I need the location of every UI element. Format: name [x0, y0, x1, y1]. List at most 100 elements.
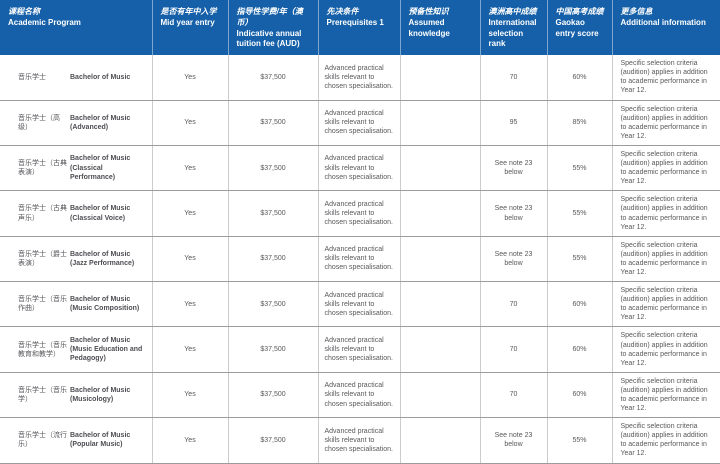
program-name-en: Bachelor of Music	[70, 73, 131, 81]
additional-info-cell: Specific selection criteria (audition) a…	[611, 281, 720, 328]
program-cell: 音乐学士（音乐教育和教学） Bachelor of Music (Music E…	[0, 326, 152, 373]
tuition-fee-cell: $37,500	[227, 372, 318, 419]
assumed-knowledge-cell	[399, 145, 480, 192]
program-name-zh: 音乐学士（古典声乐）	[18, 205, 67, 222]
tuition-fee-cell: $37,500	[227, 145, 318, 192]
tuition-fee-cell: $37,500	[227, 417, 318, 464]
table-row: 音乐学士（音乐学） Bachelor of Music (Musicology)…	[0, 372, 720, 419]
assumed-knowledge-cell	[399, 55, 480, 101]
program-cell: 音乐学士（高级） Bachelor of Music (Advanced)	[0, 100, 152, 146]
col-header-zh: 澳洲高中成绩	[488, 7, 537, 16]
gaokao-score-cell: 60%	[546, 281, 612, 328]
mid-year-entry-cell: Yes	[151, 372, 228, 419]
prerequisites-cell: Advanced practical skills relevant to ch…	[317, 281, 400, 328]
program-cell: 音乐学士（古典声乐） Bachelor of Music (Classical …	[0, 190, 152, 237]
prerequisites-cell: Advanced practical skills relevant to ch…	[317, 417, 400, 464]
selection-rank-cell: See note 23 below	[479, 190, 547, 237]
program-name-zh: 音乐学士（古典表演）	[18, 160, 67, 177]
col-header-zh: 先决条件	[326, 7, 359, 16]
assumed-knowledge-cell	[399, 326, 480, 373]
additional-info-cell: Specific selection criteria (audition) a…	[611, 55, 720, 101]
selection-rank-cell: 95	[479, 100, 547, 146]
program-name-en: Bachelor of Music (Music Education and P…	[70, 336, 143, 363]
table-row: 音乐学士（古典表演） Bachelor of Music (Classical …	[0, 145, 720, 192]
col-header-zh: 课程名称	[8, 7, 40, 16]
tuition-fee-cell: $37,500	[227, 326, 318, 373]
additional-info-cell: Specific selection criteria (audition) a…	[611, 190, 720, 237]
col-header-international-selection-rank: 澳洲高中成绩 International selection rank	[479, 0, 547, 56]
prerequisites-cell: Advanced practical skills relevant to ch…	[317, 236, 400, 283]
mid-year-entry-cell: Yes	[151, 417, 228, 464]
col-header-en: Mid year entry	[160, 17, 215, 27]
program-cell: 音乐学士（音乐学） Bachelor of Music (Musicology)	[0, 372, 152, 419]
program-name-en: Bachelor of Music (Classical Voice)	[70, 205, 131, 222]
table-row: 音乐学士（流行乐） Bachelor of Music (Popular Mus…	[0, 417, 720, 464]
selection-rank-cell: See note 23 below	[479, 145, 547, 192]
tuition-fee-cell: $37,500	[227, 236, 318, 283]
mid-year-entry-cell: Yes	[151, 326, 228, 373]
assumed-knowledge-cell	[399, 100, 480, 146]
assumed-knowledge-cell	[399, 190, 480, 237]
program-name-en: Bachelor of Music (Classical Performance…	[70, 155, 131, 181]
assumed-knowledge-cell	[399, 281, 480, 328]
col-header-en: Gaokao entry score	[555, 17, 599, 38]
table-body: 音乐学士 Bachelor of Music Yes $37,500 Advan…	[0, 55, 720, 464]
additional-info-cell: Specific selection criteria (audition) a…	[611, 417, 720, 464]
program-name-en: Bachelor of Music (Music Composition)	[70, 296, 140, 313]
program-name-zh: 音乐学士（高级）	[18, 114, 60, 131]
mid-year-entry-cell: Yes	[151, 236, 228, 283]
program-name-zh: 音乐学士	[18, 73, 46, 81]
col-header-en: Indicative annual tuition fee (AUD)	[236, 28, 302, 49]
additional-info-cell: Specific selection criteria (audition) a…	[611, 326, 720, 373]
program-name-zh: 音乐学士（音乐作曲）	[18, 296, 67, 313]
gaokao-score-cell: 55%	[546, 236, 612, 283]
selection-rank-cell: 70	[479, 326, 547, 373]
program-name-zh: 音乐学士（音乐学）	[18, 386, 67, 403]
prerequisites-cell: Advanced practical skills relevant to ch…	[317, 190, 400, 237]
col-header-assumed-knowledge: 预备性知识 Assumed knowledge	[399, 0, 480, 56]
assumed-knowledge-cell	[399, 372, 480, 419]
gaokao-score-cell: 55%	[546, 417, 612, 464]
table-row: 音乐学士（音乐作曲） Bachelor of Music (Music Comp…	[0, 281, 720, 328]
table-row: 音乐学士（音乐教育和教学） Bachelor of Music (Music E…	[0, 326, 720, 373]
program-name-zh: 音乐学士（流行乐）	[18, 432, 67, 449]
program-name-en: Bachelor of Music (Jazz Performance)	[70, 250, 135, 267]
prerequisites-cell: Advanced practical skills relevant to ch…	[317, 326, 400, 373]
col-header-mid-year-entry: 是否有年中入学 Mid year entry	[151, 0, 228, 56]
col-header-en: International selection rank	[488, 17, 537, 49]
additional-info-cell: Specific selection criteria (audition) a…	[611, 100, 720, 146]
selection-rank-cell: See note 23 below	[479, 417, 547, 464]
col-header-prerequisites: 先决条件 Prerequisites 1	[317, 0, 400, 56]
program-cell: 音乐学士（爵士表演） Bachelor of Music (Jazz Perfo…	[0, 236, 152, 283]
program-name-zh: 音乐学士（音乐教育和教学）	[18, 341, 67, 358]
prerequisites-cell: Advanced practical skills relevant to ch…	[317, 100, 400, 146]
program-cell: 音乐学士 Bachelor of Music	[0, 55, 152, 101]
selection-rank-cell: 70	[479, 372, 547, 419]
tuition-fee-cell: $37,500	[227, 55, 318, 101]
gaokao-score-cell: 85%	[546, 100, 612, 146]
selection-rank-cell: See note 23 below	[479, 236, 547, 283]
selection-rank-cell: 70	[479, 55, 547, 101]
gaokao-score-cell: 60%	[546, 55, 612, 101]
col-header-en: Prerequisites 1	[326, 17, 384, 27]
gaokao-score-cell: 60%	[546, 372, 612, 419]
tuition-fee-cell: $37,500	[227, 100, 318, 146]
mid-year-entry-cell: Yes	[151, 190, 228, 237]
col-header-tuition-fee: 指导性学费/年（澳币） Indicative annual tuition fe…	[227, 0, 318, 56]
mid-year-entry-cell: Yes	[151, 100, 228, 146]
mid-year-entry-cell: Yes	[151, 281, 228, 328]
gaokao-score-cell: 60%	[546, 326, 612, 373]
table-row: 音乐学士（高级） Bachelor of Music (Advanced) Ye…	[0, 100, 720, 146]
col-header-zh: 预备性知识	[408, 7, 449, 16]
col-header-additional-information: 更多信息 Additional information	[611, 0, 720, 56]
col-header-zh: 中国高考成绩	[555, 7, 604, 16]
col-header-en: Academic Program	[8, 17, 81, 27]
col-header-en: Assumed knowledge	[408, 17, 450, 38]
gaokao-score-cell: 55%	[546, 190, 612, 237]
table-row: 音乐学士（古典声乐） Bachelor of Music (Classical …	[0, 190, 720, 237]
program-name-en: Bachelor of Music (Popular Music)	[70, 432, 131, 449]
col-header-zh: 更多信息	[620, 7, 653, 16]
program-name-en: Bachelor of Music (Advanced)	[70, 114, 131, 131]
program-cell: 音乐学士（音乐作曲） Bachelor of Music (Music Comp…	[0, 281, 152, 328]
